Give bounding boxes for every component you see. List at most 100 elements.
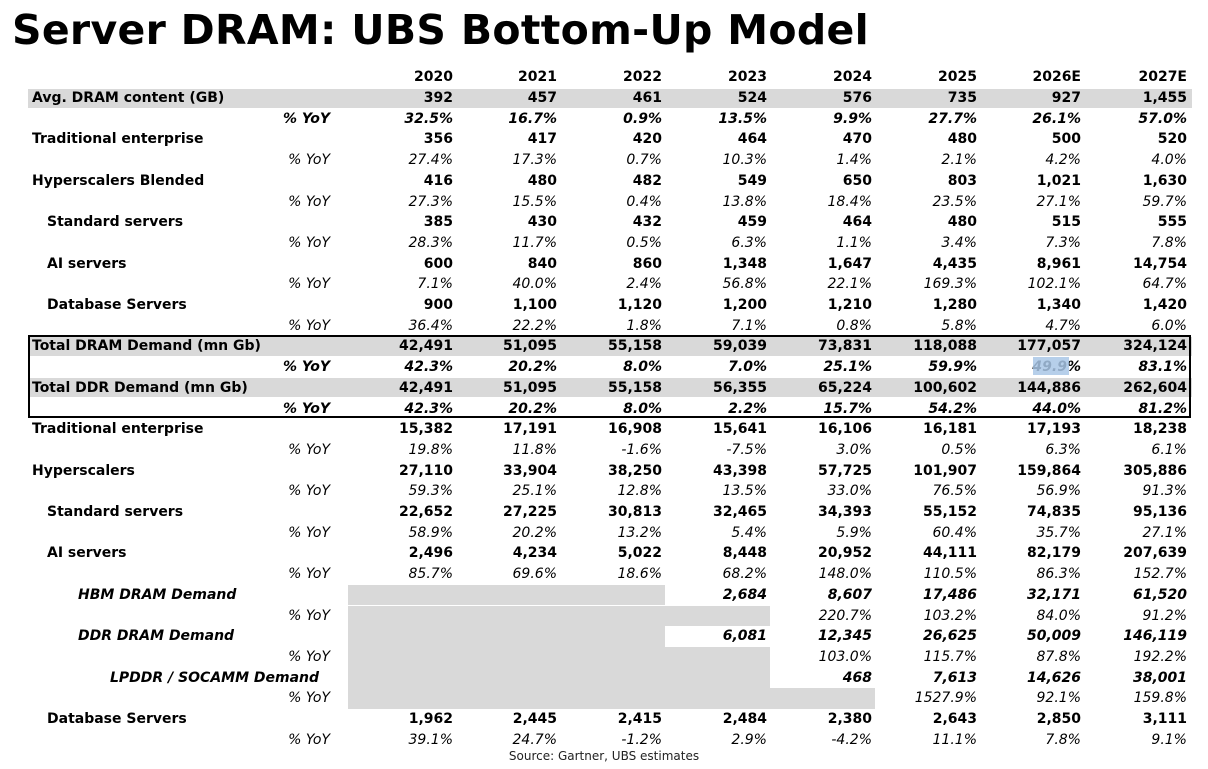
table-cell: 55,158: [607, 338, 662, 355]
table-cell: 43,398: [712, 462, 767, 479]
table-cell: 392: [423, 90, 453, 106]
table-cell: 4.2%: [1045, 152, 1081, 169]
table-cell: 9.1%: [1151, 731, 1187, 748]
table-cell: 42.3%: [404, 359, 453, 376]
table-cell: 86.3%: [1036, 566, 1081, 583]
table-cell: 6.0%: [1151, 317, 1187, 334]
table-cell: 82,179: [1026, 545, 1081, 562]
table-cell: 8.0%: [623, 400, 662, 417]
table-cell: 8,448: [722, 545, 767, 562]
table-cell: 482: [632, 172, 662, 189]
yoy-label: % YoY: [288, 234, 330, 251]
table-cell: 7.0%: [728, 359, 767, 376]
table-cell: 6.3%: [1045, 441, 1081, 458]
table-cell: 50,009: [1026, 628, 1081, 645]
table-cell: 24.7%: [512, 731, 557, 748]
table-cell: 101,907: [913, 462, 977, 479]
yoy-label: % YoY: [288, 152, 330, 169]
table-cell: 900: [423, 297, 453, 313]
table-cell: 927: [1051, 90, 1081, 106]
table-cell: 6.1%: [1151, 441, 1187, 458]
table-cell: 417: [527, 131, 557, 148]
table-cell: 59,039: [712, 338, 767, 355]
table-cell: 2.2%: [728, 400, 767, 417]
table-cell: 61,520: [1132, 586, 1187, 603]
table-cell: 524: [737, 90, 767, 106]
table-cell: 76.5%: [932, 483, 977, 500]
table-cell: 2.1%: [941, 152, 977, 169]
table-cell: 26,625: [922, 628, 977, 645]
table-cell: 40.0%: [512, 276, 557, 293]
table-cell: 32,465: [712, 504, 767, 520]
table-cell: 60.4%: [932, 524, 977, 541]
table-cell: -1.6%: [621, 441, 662, 458]
table-cell: 457: [527, 90, 557, 106]
table-cell: 74,835: [1026, 504, 1081, 520]
empty-cell-block: [348, 626, 665, 647]
table-cell: 262,604: [1123, 379, 1187, 396]
yoy-label: % YoY: [288, 276, 330, 293]
table-cell: 118,088: [913, 338, 977, 355]
yoy-label: % YoY: [288, 441, 330, 458]
table-cell: 16,908: [607, 421, 662, 438]
table-cell: 56.8%: [722, 276, 767, 293]
row-label: Database Servers: [47, 297, 187, 313]
row-label: Avg. DRAM content (GB): [32, 90, 225, 106]
table-cell: 32.5%: [404, 110, 453, 127]
column-header: 2022: [623, 69, 662, 85]
table-cell: 85.7%: [408, 566, 453, 583]
table-cell: 56,355: [712, 379, 767, 396]
table-cell: 15.7%: [823, 400, 872, 417]
empty-cell-block: [348, 605, 770, 627]
table-cell: 5.9%: [836, 524, 872, 541]
table-cell: 10.3%: [722, 152, 767, 169]
table-cell: 177,057: [1017, 338, 1081, 355]
table-cell: 18.4%: [827, 193, 872, 210]
empty-cell-block: [348, 584, 665, 606]
table-cell: 860: [632, 255, 662, 272]
table-cell: 385: [423, 214, 453, 231]
table-cell: 103.2%: [923, 607, 977, 624]
empty-cell-block: [348, 688, 875, 709]
source-note: Source: Gartner, UBS estimates: [508, 749, 700, 763]
table-cell: 7.8%: [1045, 731, 1081, 748]
table-cell: 1,962: [408, 711, 453, 727]
table-cell: 42.3%: [404, 400, 453, 417]
table-cell: 2,380: [827, 711, 872, 727]
cell-selection: [1033, 357, 1069, 375]
table-cell: 33,904: [502, 462, 557, 479]
table-cell: 735: [947, 90, 977, 106]
table-cell: 0.5%: [626, 234, 662, 251]
table-cell: 480: [947, 131, 977, 148]
row-label: Total DRAM Demand (mn Gb): [32, 338, 261, 355]
table-cell: 55,152: [922, 504, 977, 520]
row-label: DDR DRAM Demand: [78, 628, 235, 645]
table-cell: 2,684: [722, 586, 767, 603]
table-cell: 15,641: [712, 421, 767, 438]
table-cell: 81.2%: [1138, 400, 1187, 417]
table-cell: 5,022: [617, 545, 662, 562]
yoy-label: % YoY: [288, 524, 330, 541]
table-cell: 27.3%: [408, 193, 453, 210]
table-cell: 19.8%: [408, 441, 453, 458]
table-cell: 2,850: [1036, 711, 1081, 727]
table-cell: 7.3%: [1045, 234, 1081, 251]
table-cell: 2,415: [617, 711, 662, 727]
table-cell: 464: [842, 214, 872, 231]
table-cell: 92.1%: [1036, 690, 1081, 707]
table-cell: 5.8%: [941, 317, 977, 334]
table-cell: 1,630: [1142, 172, 1187, 189]
table-cell: 83.1%: [1138, 359, 1187, 376]
table-cell: 51,095: [502, 379, 557, 396]
table-cell: 57.0%: [1138, 110, 1187, 127]
table-cell: 42,491: [398, 379, 453, 396]
table-cell: 4.0%: [1151, 152, 1187, 169]
table-cell: 91.3%: [1142, 483, 1187, 500]
table-cell: 169.3%: [923, 276, 977, 293]
table-cell: 576: [842, 90, 872, 106]
table-cell: 20.2%: [508, 400, 557, 417]
table-cell: 1,455: [1142, 90, 1187, 106]
table-cell: 55,158: [607, 379, 662, 396]
table-cell: 95,136: [1132, 504, 1187, 520]
yoy-label: % YoY: [288, 690, 330, 707]
